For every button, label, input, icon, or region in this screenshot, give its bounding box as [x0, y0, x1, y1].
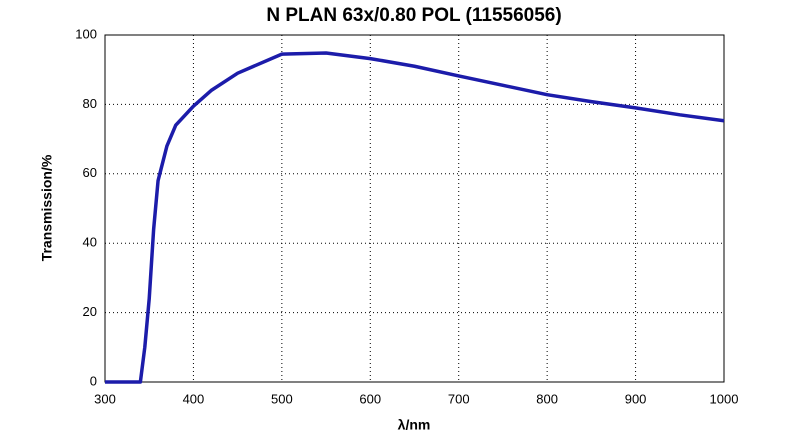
x-tick-label: 1000	[710, 391, 739, 406]
y-tick-label: 20	[83, 304, 97, 319]
y-tick-label: 60	[83, 165, 97, 180]
x-tick-label: 900	[625, 391, 647, 406]
x-tick-label: 300	[94, 391, 116, 406]
x-tick-label: 600	[359, 391, 381, 406]
y-tick-label: 0	[90, 373, 97, 388]
y-axis-label: Transmission/%	[39, 154, 55, 261]
x-axis-label: λ/nm	[398, 417, 431, 433]
chart-title: N PLAN 63x/0.80 POL (11556056)	[266, 5, 561, 26]
x-tick-label: 500	[271, 391, 293, 406]
plot-frame	[104, 34, 725, 383]
x-tick-label: 800	[536, 391, 558, 406]
y-tick-label: 80	[83, 96, 97, 111]
x-tick-label: 700	[448, 391, 470, 406]
data-line	[105, 51, 725, 384]
y-tick-label: 100	[75, 26, 97, 41]
y-tick-label: 40	[83, 235, 97, 250]
x-tick-label: 400	[183, 391, 205, 406]
